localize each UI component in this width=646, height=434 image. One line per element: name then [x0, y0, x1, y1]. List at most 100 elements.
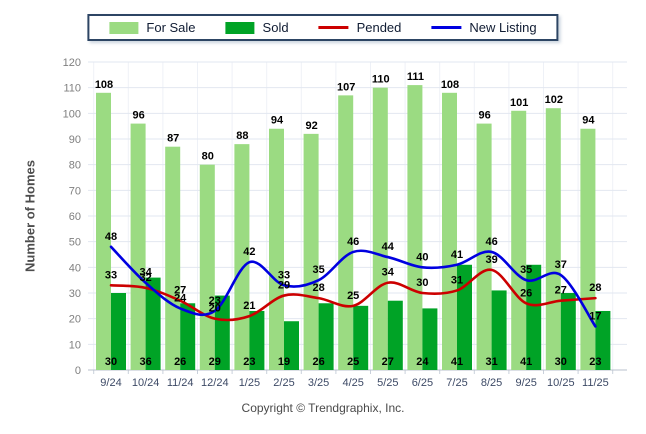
new-listing-value-label: 24	[174, 292, 187, 304]
legend-label-new-listing: New Listing	[469, 20, 537, 35]
for-sale-value-label: 108	[441, 79, 459, 91]
y-tick-label: 90	[69, 134, 81, 146]
x-tick-label: 3/25	[308, 377, 329, 389]
for-sale-value-label: 96	[478, 110, 490, 122]
legend-label-for-sale: For Sale	[146, 20, 196, 35]
sold-bar	[526, 264, 542, 370]
y-tick-label: 120	[63, 57, 81, 69]
sold-value-label: 23	[243, 356, 255, 368]
new-listing-value-label: 23	[209, 295, 221, 307]
x-tick-label: 1/25	[239, 377, 260, 389]
legend-item-sold: Sold	[225, 20, 289, 35]
sold-bar	[180, 303, 196, 370]
for-sale-value-label: 108	[95, 79, 113, 91]
pended-value-label: 34	[382, 267, 395, 279]
new-listing-value-label: 46	[347, 236, 359, 248]
for-sale-bar	[545, 108, 561, 370]
x-tick-label: 4/25	[342, 377, 363, 389]
y-tick-label: 60	[69, 211, 81, 223]
legend-item-pended: Pended	[318, 20, 402, 35]
new-listing-value-label: 34	[139, 267, 152, 279]
x-tick-label: 11/25	[582, 377, 609, 389]
x-tick-label: 12/24	[201, 377, 229, 389]
pended-value-label: 33	[105, 269, 117, 281]
pended-value-label: 27	[555, 285, 567, 297]
for-sale-bar	[511, 110, 527, 371]
pended-line-swatch	[318, 26, 349, 29]
new-listing-value-label: 46	[485, 236, 497, 248]
legend-label-pended: Pended	[356, 20, 402, 35]
sold-bar	[353, 305, 369, 370]
sold-bar	[560, 293, 576, 370]
pended-value-label: 20	[209, 303, 221, 315]
sold-value-label: 27	[382, 356, 394, 368]
for-sale-bar	[234, 144, 250, 370]
x-tick-label: 6/25	[412, 377, 433, 389]
y-tick-label: 30	[69, 288, 81, 300]
for-sale-swatch	[109, 21, 139, 34]
pended-value-label: 27	[174, 285, 186, 297]
sold-bar	[422, 308, 438, 370]
legend-item-for-sale: For Sale	[109, 20, 196, 35]
for-sale-bar	[269, 128, 284, 370]
pended-line	[109, 268, 597, 322]
for-sale-value-label: 80	[202, 151, 214, 163]
sold-bar	[111, 293, 126, 370]
new-listing-value-label: 17	[589, 310, 601, 322]
for-sale-value-label: 88	[236, 130, 248, 142]
sold-value-label: 26	[174, 356, 186, 368]
sold-bar	[491, 290, 507, 370]
for-sale-bar	[580, 128, 596, 370]
sold-value-label: 29	[209, 356, 221, 368]
sold-value-label: 41	[520, 356, 532, 368]
sold-value-label: 24	[416, 356, 429, 368]
pended-value-label: 31	[451, 274, 463, 286]
copyright-text: Copyright © Trendgraphix, Inc.	[241, 401, 405, 415]
x-tick-label: 7/25	[446, 377, 467, 389]
x-tick-label: 11/24	[167, 377, 194, 389]
for-sale-bar	[165, 146, 181, 370]
pended-value-label: 39	[485, 254, 497, 266]
for-sale-value-label: 102	[545, 94, 563, 106]
new-listing-value-label: 41	[451, 249, 463, 261]
x-tick-label: 2/25	[273, 377, 294, 389]
y-tick-label: 20	[69, 314, 81, 326]
new-listing-value-label: 37	[555, 259, 567, 271]
pended-value-label: 32	[139, 272, 151, 284]
sold-swatch	[225, 21, 255, 34]
new-listing-value-label: 33	[278, 269, 290, 281]
sold-bar	[145, 277, 161, 370]
y-tick-label: 40	[69, 262, 81, 274]
pended-value-label: 21	[243, 300, 255, 312]
x-tick-label: 9/24	[100, 377, 121, 389]
sold-bar	[318, 303, 334, 370]
for-sale-bar	[407, 85, 423, 370]
pended-value-label: 28	[589, 282, 601, 294]
for-sale-value-label: 94	[582, 115, 595, 127]
for-sale-value-label: 110	[372, 74, 390, 86]
new-listing-value-label: 35	[520, 264, 532, 276]
sold-value-label: 31	[485, 356, 497, 368]
y-tick-label: 100	[63, 108, 81, 120]
pended-value-label: 28	[312, 282, 324, 294]
for-sale-bar	[338, 95, 354, 370]
for-sale-bar	[372, 87, 388, 371]
for-sale-bar	[199, 164, 215, 370]
for-sale-value-label: 92	[305, 120, 317, 132]
new-listing-value-label: 35	[312, 264, 324, 276]
legend: For Sale Sold Pended New Listing	[87, 14, 559, 41]
y-tick-label: 110	[63, 83, 81, 95]
for-sale-value-label: 87	[167, 133, 179, 145]
pended-value-label: 30	[416, 277, 428, 289]
sold-bar	[249, 310, 265, 370]
for-sale-value-label: 96	[132, 110, 144, 122]
y-tick-label: 10	[69, 339, 81, 351]
pended-value-label: 29	[278, 280, 290, 292]
for-sale-value-label: 107	[337, 81, 355, 93]
new-listing-value-label: 48	[105, 231, 117, 243]
sold-bar	[457, 264, 472, 370]
y-tick-label: 0	[75, 365, 81, 377]
for-sale-value-label: 94	[271, 115, 284, 127]
